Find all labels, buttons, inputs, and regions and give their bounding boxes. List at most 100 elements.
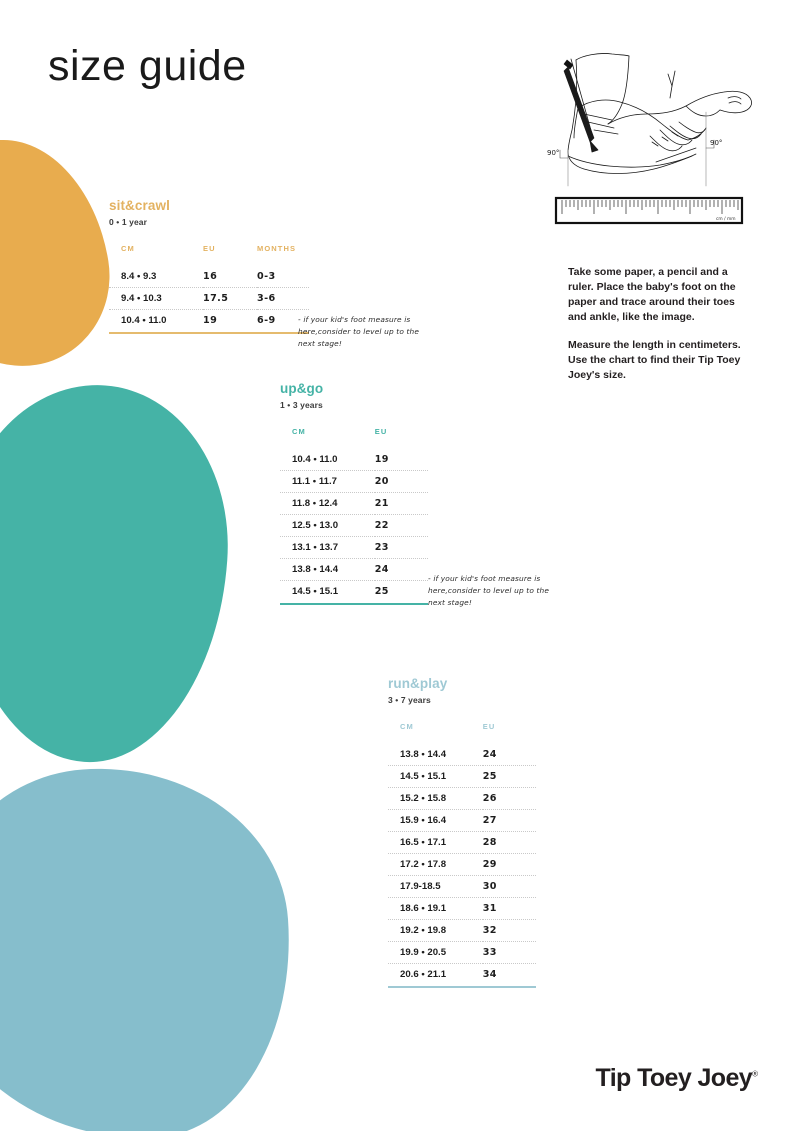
cell-eu: 25 <box>374 586 389 597</box>
cell-cm: 9.4 • 10.3 <box>109 287 203 310</box>
cell-cm: 17.2 • 17.8 <box>388 853 483 876</box>
size-section-up-go: up&go 1 • 3 years CM EU 10.4 • 11.0 19 1… <box>280 381 428 605</box>
instructions-block: Take some paper, a pencil and a ruler. P… <box>568 265 748 383</box>
column-header-eu: EU <box>374 427 388 436</box>
cell-cm: 13.8 • 14.4 <box>388 744 483 766</box>
table-row: 16.5 • 17.1 28 <box>388 831 536 854</box>
cell-eu: 16 <box>203 266 257 288</box>
size-table-up-go: CM EU 10.4 • 11.0 19 11.1 • 11.7 20 11.8… <box>280 427 428 602</box>
table-row: 20.6 • 21.1 34 <box>388 964 536 986</box>
cell-eu: 27 <box>482 809 536 832</box>
page-title: size guide <box>48 42 247 90</box>
cell-cm: 17.9-18.5 <box>388 875 483 898</box>
cell-cm: 8.4 • 9.3 <box>109 266 203 288</box>
decorative-blob-yellow <box>0 125 123 383</box>
table-row: 13.8 • 14.4 24 <box>388 744 536 766</box>
size-section-sit-crawl: sit&crawl 0 • 1 year CM EU MONTHS 8.4 • … <box>109 198 309 334</box>
table-row: 13.8 • 14.4 24 <box>280 558 428 581</box>
cell-cm: 11.1 • 11.7 <box>280 470 375 493</box>
decorative-blob-teal <box>0 376 239 771</box>
ruler-unit-label: cm / mm <box>716 216 736 222</box>
cell-eu: 26 <box>482 787 536 810</box>
table-row: 19.2 • 19.8 32 <box>388 919 536 942</box>
section-age-up-go: 1 • 3 years <box>280 400 323 410</box>
ruler-graphic: cm / mm <box>554 196 744 225</box>
cell-cm: 19.9 • 20.5 <box>388 941 483 964</box>
instructions-paragraph-1: Take some paper, a pencil and a ruler. P… <box>568 266 736 323</box>
cell-cm: 20.6 • 21.1 <box>400 969 447 980</box>
table-header-row: CM EU <box>388 722 536 744</box>
column-header-cm: CM <box>400 722 414 731</box>
cell-eu: 22 <box>374 514 428 537</box>
cell-cm: 10.4 • 11.0 <box>121 315 167 326</box>
cell-eu: 33 <box>482 941 536 964</box>
brand-logo-text: Tip Toey Joey <box>595 1064 753 1092</box>
cell-eu: 23 <box>374 536 428 559</box>
cell-eu: 24 <box>374 558 428 581</box>
cell-cm: 16.5 • 17.1 <box>388 831 483 854</box>
section-age-run-play: 3 • 7 years <box>388 695 431 705</box>
brand-registered-mark: ® <box>752 1069 758 1079</box>
table-header-row: CM EU <box>280 427 428 449</box>
table-bottom-rule-run-play <box>388 986 536 988</box>
section-title-run-play: run&play <box>388 676 448 691</box>
table-row: 17.2 • 17.8 29 <box>388 853 536 876</box>
cell-eu: 19 <box>374 449 428 471</box>
cell-eu: 25 <box>482 765 536 788</box>
level-up-note-sit-crawl: - if your kid's foot measure is here,con… <box>298 315 420 348</box>
table-row: 11.8 • 12.4 21 <box>280 492 428 515</box>
table-row: 18.6 • 19.1 31 <box>388 897 536 920</box>
cell-eu: 30 <box>482 875 536 898</box>
size-table-sit-crawl: CM EU MONTHS 8.4 • 9.3 16 0-3 9.4 • 10.3… <box>109 244 309 331</box>
cell-eu: 24 <box>482 744 536 766</box>
angle-label-left: 90° <box>547 149 559 157</box>
cell-cm: 13.1 • 13.7 <box>280 536 375 559</box>
table-row: 8.4 • 9.3 16 0-3 <box>109 266 309 288</box>
table-row: 10.4 • 11.0 19 <box>280 449 428 471</box>
cell-months: 6-9 <box>257 315 276 326</box>
cell-cm: 11.8 • 12.4 <box>280 492 375 515</box>
decorative-blob-blue <box>0 755 303 1131</box>
column-header-eu: EU <box>203 244 216 253</box>
foot-tracing-illustration: 90° 90° <box>520 38 770 238</box>
level-up-note-up-go: - if your kid's foot measure is here,con… <box>428 574 550 607</box>
cell-eu: 19 <box>203 315 218 326</box>
table-row: 19.9 • 20.5 33 <box>388 941 536 964</box>
table-row: 15.9 • 16.4 27 <box>388 809 536 832</box>
cell-eu: 17.5 <box>203 287 257 310</box>
column-header-cm: CM <box>292 427 306 436</box>
cell-cm: 19.2 • 19.8 <box>388 919 483 942</box>
column-header-cm: CM <box>121 244 135 253</box>
cell-cm: 15.2 • 15.8 <box>388 787 483 810</box>
size-section-run-play: run&play 3 • 7 years CM EU 13.8 • 14.4 2… <box>388 676 536 988</box>
instructions-paragraph-2: Measure the length in centimeters. Use t… <box>568 339 741 381</box>
cell-cm: 14.5 • 15.1 <box>292 586 339 597</box>
table-row: 13.1 • 13.7 23 <box>280 536 428 559</box>
cell-eu: 31 <box>482 897 536 920</box>
cell-cm: 14.5 • 15.1 <box>388 765 483 788</box>
table-header-row: CM EU MONTHS <box>109 244 309 266</box>
cell-cm: 13.8 • 14.4 <box>280 558 375 581</box>
cell-months: 0-3 <box>257 266 309 288</box>
cell-cm: 12.5 • 13.0 <box>280 514 375 537</box>
cell-eu: 20 <box>374 470 428 493</box>
cell-cm: 15.9 • 16.4 <box>388 809 483 832</box>
cell-eu: 21 <box>374 492 428 515</box>
column-header-eu: EU <box>482 722 496 731</box>
cell-months: 3-6 <box>257 287 309 310</box>
table-row: 10.4 • 11.0 19 6-9 <box>109 310 309 332</box>
size-table-run-play: CM EU 13.8 • 14.4 24 14.5 • 15.1 25 15.2… <box>388 722 536 985</box>
cell-eu: 32 <box>482 919 536 942</box>
table-bottom-rule-sit-crawl <box>109 332 309 334</box>
cell-cm: 18.6 • 19.1 <box>388 897 483 920</box>
cell-eu: 29 <box>482 853 536 876</box>
column-header-months: MONTHS <box>257 244 297 253</box>
table-row: 14.5 • 15.1 25 <box>388 765 536 788</box>
section-age-sit-crawl: 0 • 1 year <box>109 217 148 227</box>
cell-eu: 34 <box>482 969 497 980</box>
table-row: 9.4 • 10.3 17.5 3-6 <box>109 287 309 310</box>
cell-cm: 10.4 • 11.0 <box>280 449 375 471</box>
table-row: 14.5 • 15.1 25 <box>280 581 428 603</box>
angle-label-right: 90° <box>710 139 722 147</box>
